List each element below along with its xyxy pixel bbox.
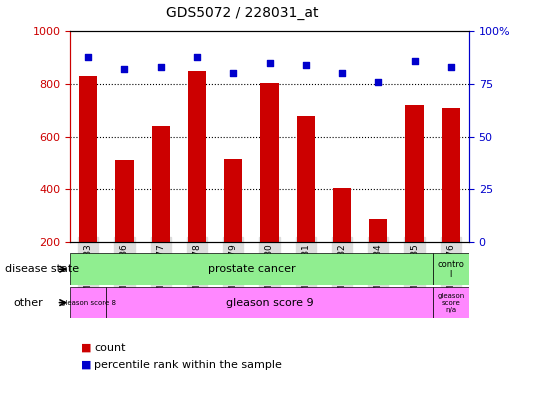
Point (301, 62, 310, 68)
Bar (224, 159, 243, 242)
Text: contro
l: contro l (437, 259, 464, 279)
Bar (151, 126, 170, 242)
Bar (442, 108, 460, 242)
Text: gleason score 8: gleason score 8 (61, 299, 116, 306)
Point (410, 58, 419, 64)
Bar (70, 287, 106, 318)
Text: percentile rank within the sample: percentile rank within the sample (94, 360, 282, 370)
Point (120, 66, 129, 72)
Text: ■: ■ (81, 343, 91, 353)
Text: disease state: disease state (5, 264, 80, 274)
Point (265, 60, 274, 66)
Point (156, 64, 165, 70)
Text: count: count (94, 343, 126, 353)
Bar (433, 287, 469, 318)
Bar (106, 287, 433, 318)
Bar (115, 160, 134, 242)
Text: gleason
score
n/a: gleason score n/a (437, 293, 465, 312)
Bar (79, 76, 97, 242)
Bar (296, 116, 315, 242)
Bar (333, 188, 351, 242)
Point (84, 53, 93, 60)
Bar (369, 219, 388, 242)
Text: ■: ■ (81, 360, 91, 370)
Bar (188, 71, 206, 242)
Point (192, 53, 201, 60)
Text: gleason score 9: gleason score 9 (226, 298, 313, 308)
Text: other: other (13, 298, 43, 308)
Text: GDS5072 / 228031_at: GDS5072 / 228031_at (167, 6, 319, 20)
Bar (260, 83, 279, 242)
Text: prostate cancer: prostate cancer (208, 264, 295, 274)
Point (338, 70, 347, 77)
Point (446, 64, 455, 70)
Point (229, 70, 238, 77)
Bar (405, 105, 424, 242)
Point (374, 79, 383, 85)
Bar (433, 253, 469, 285)
